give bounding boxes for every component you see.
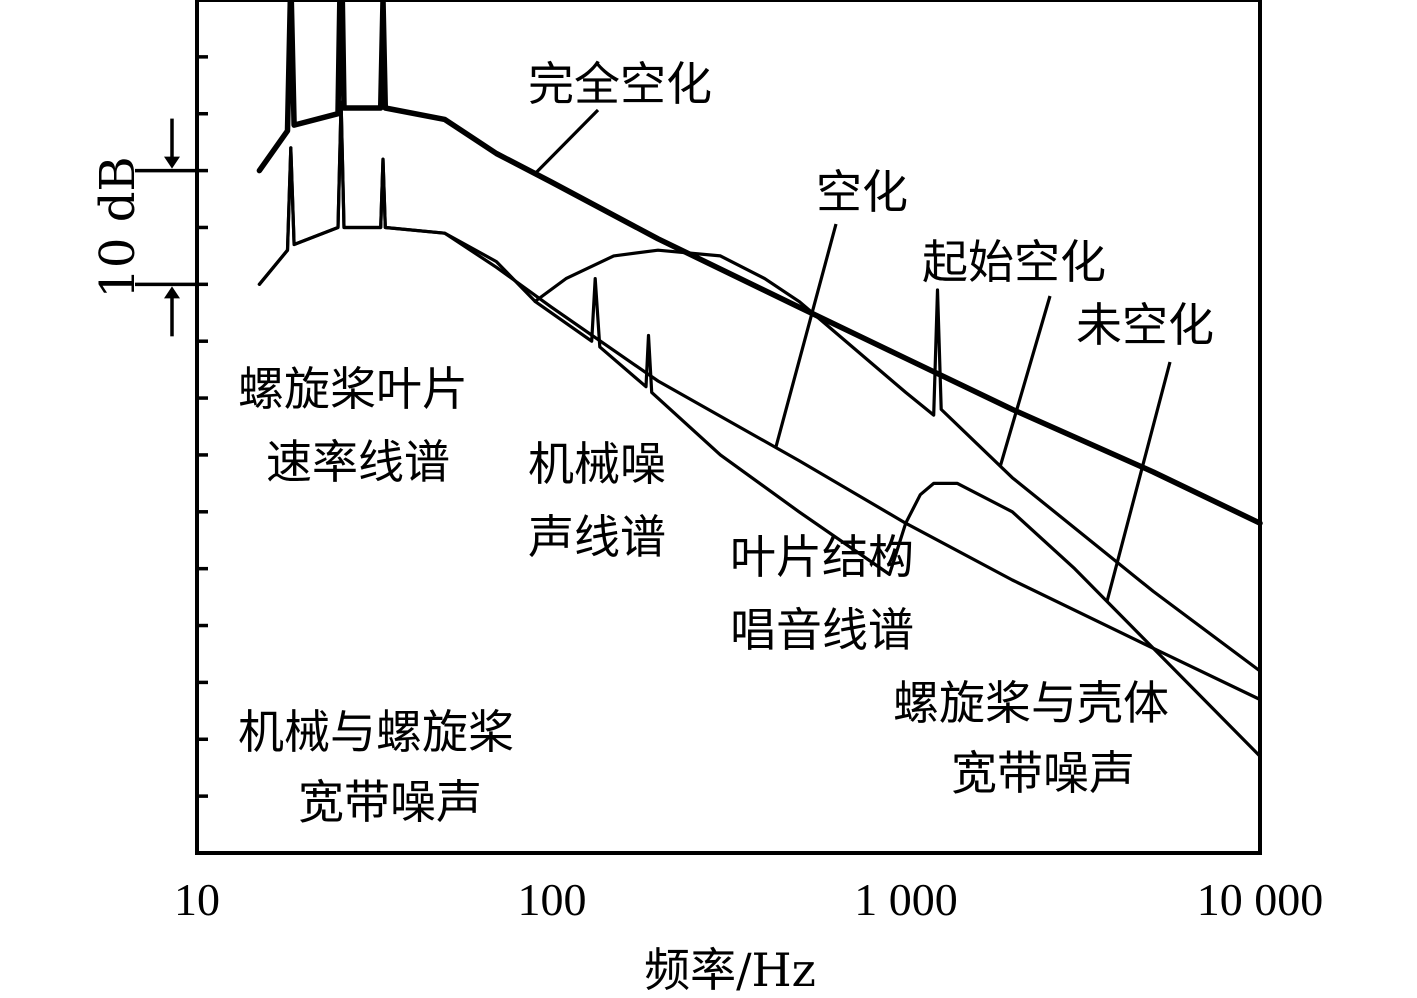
leader-line-4 bbox=[1105, 361, 1172, 602]
annotation-prop-hull-broadband-1: 螺旋桨与壳体 bbox=[893, 676, 1169, 730]
plot-frame bbox=[195, 0, 1262, 855]
annotation-blade-singing-2: 唱音线谱 bbox=[730, 603, 914, 657]
annotation-blade-singing-1: 叶片结构 bbox=[730, 530, 914, 584]
annotation-machinery-lines-1: 机械噪 bbox=[528, 437, 666, 491]
series-curves bbox=[256, 0, 1263, 758]
annotation-full-cavitation: 完全空化 bbox=[528, 57, 712, 111]
x-tick-label-1000: 1 000 bbox=[854, 874, 958, 925]
annotation-blade-rate-lines-1: 螺旋桨叶片 bbox=[238, 362, 468, 416]
scale-bar-top-arrowhead bbox=[164, 156, 180, 169]
annotation-machinery-prop-broadband-1: 机械与螺旋桨 bbox=[238, 705, 514, 759]
series-line-3 bbox=[533, 248, 1262, 673]
annotation-prop-hull-broadband-2: 宽带噪声 bbox=[951, 746, 1135, 800]
leader-line-2 bbox=[774, 223, 838, 448]
annotation-cavitation-inception: 起始空化 bbox=[922, 235, 1106, 289]
x-axis-title: 频率/Hz bbox=[644, 943, 816, 997]
annotation-machinery-lines-2: 声线谱 bbox=[528, 510, 666, 564]
scale-bar-bottom-arrowhead bbox=[164, 286, 180, 299]
annotation-cavitation: 空化 bbox=[816, 165, 908, 219]
x-tick-label-10000: 10 000 bbox=[1197, 874, 1324, 925]
series-line-4 bbox=[257, 100, 1262, 758]
x-tick-label-100: 100 bbox=[518, 874, 587, 925]
leader-line-3 bbox=[998, 295, 1052, 467]
annotation-leaders bbox=[533, 108, 1172, 602]
y-ticks bbox=[197, 55, 208, 798]
annotation-machinery-prop-broadband-2: 宽带噪声 bbox=[298, 775, 482, 829]
scale-bar-label: 10 dB bbox=[90, 156, 146, 298]
series-line-1 bbox=[256, 0, 1263, 526]
leader-line-1 bbox=[533, 108, 600, 175]
annotation-blade-rate-lines-2: 速率线谱 bbox=[266, 435, 450, 489]
x-tick-label-10: 10 bbox=[174, 874, 220, 925]
annotation-no-cavitation: 未空化 bbox=[1076, 298, 1214, 352]
scale-bar: 10 dB bbox=[90, 118, 197, 337]
